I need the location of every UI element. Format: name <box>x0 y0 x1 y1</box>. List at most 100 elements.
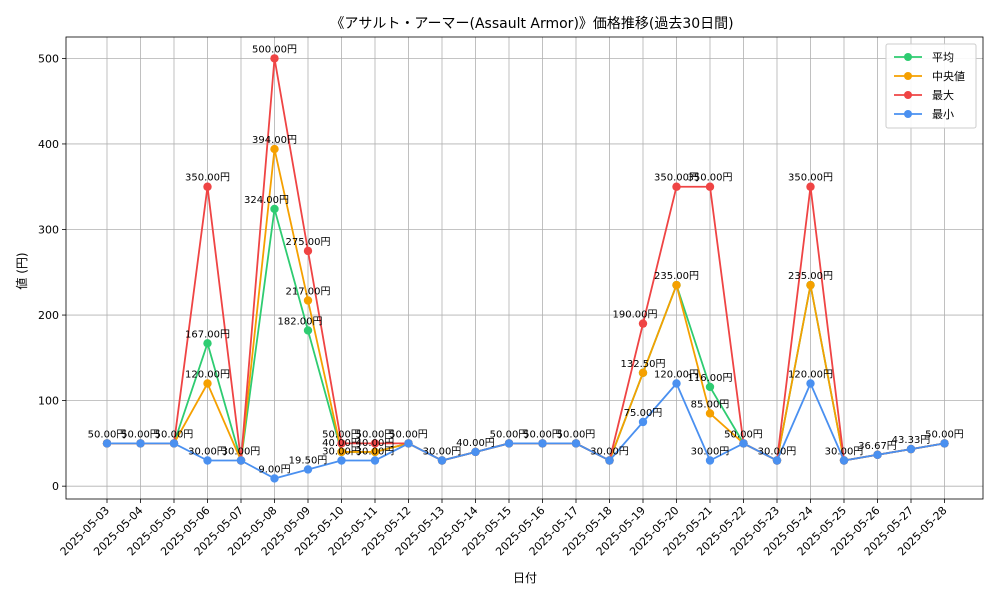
plot-frame <box>65 36 984 500</box>
point-min <box>806 379 815 388</box>
legend-label-max: 最大 <box>932 88 954 102</box>
data-label: 50.00円 <box>88 429 127 440</box>
data-label: 50.00円 <box>322 429 361 440</box>
point-median <box>672 280 681 290</box>
point-min <box>270 474 279 483</box>
point-min <box>504 439 514 448</box>
data-label: 19.50円 <box>289 455 328 466</box>
point-min <box>370 456 380 465</box>
point-min <box>404 439 413 448</box>
point-max <box>303 246 313 256</box>
data-label: 217.00円 <box>286 287 331 298</box>
point-max <box>638 319 648 328</box>
y-tick-label: 500 <box>38 52 59 65</box>
data-label: 75.00円 <box>624 408 663 419</box>
series-layer <box>102 54 949 483</box>
legend-label-min: 最小 <box>932 108 954 121</box>
point-min <box>538 439 547 448</box>
grid-layer <box>66 37 983 499</box>
point-max <box>370 439 380 448</box>
point-median <box>705 409 715 418</box>
data-label: 30.00円 <box>222 447 261 458</box>
data-label: 30.00円 <box>691 447 730 458</box>
data-label: 30.00円 <box>188 447 227 458</box>
y-tick-label: 0 <box>52 480 59 493</box>
point-max <box>270 54 279 63</box>
data-label: 43.33円 <box>892 435 931 446</box>
point-min <box>236 456 246 465</box>
data-label: 235.00円 <box>788 271 833 282</box>
point-min <box>940 439 949 448</box>
data-label: 350.00円 <box>185 173 230 184</box>
data-label: 182.00円 <box>278 316 323 327</box>
data-label: 120.00円 <box>654 370 699 381</box>
chart-title: 《アサルト・アーマー(Assault Armor)》価格推移(過去30日間) <box>330 16 733 32</box>
legend-item-average: 平均 <box>894 51 954 64</box>
data-label: 190.00円 <box>613 310 658 321</box>
point-min <box>571 439 581 448</box>
data-label: 350.00円 <box>688 173 733 184</box>
point-max <box>203 182 212 191</box>
data-label: 500.00円 <box>252 44 297 55</box>
point-min <box>337 456 346 465</box>
point-min <box>705 456 715 465</box>
point-min <box>303 465 313 474</box>
y-tick-label: 400 <box>38 138 59 151</box>
point-median <box>270 144 279 154</box>
series-line-max <box>107 57 945 462</box>
point-min <box>471 447 480 457</box>
data-label: 235.00円 <box>654 271 699 282</box>
data-labels-layer: 50.00円50.00円50.00円350.00円167.00円120.00円3… <box>88 44 964 475</box>
point-median <box>638 368 648 378</box>
legend-marker-min <box>904 110 912 118</box>
data-label: 275.00円 <box>286 237 331 248</box>
data-label: 324.00円 <box>244 195 289 206</box>
data-label: 30.00円 <box>356 447 395 458</box>
legend-label-average: 平均 <box>932 51 954 64</box>
point-median <box>337 447 346 457</box>
data-label: 50.00円 <box>490 429 529 440</box>
data-label: 350.00円 <box>788 173 833 184</box>
point-min <box>203 456 212 465</box>
point-average <box>203 339 212 348</box>
legend-item-max: 最大 <box>894 88 954 102</box>
point-min <box>638 417 648 427</box>
x-axis-label: 日付 <box>513 571 537 585</box>
data-label: 30.00円 <box>322 447 361 458</box>
legend-item-min: 最小 <box>894 108 954 121</box>
legend-label-median: 中央値 <box>932 70 965 83</box>
point-max <box>806 182 815 191</box>
data-label: 85.00円 <box>691 399 730 410</box>
data-label: 50.00円 <box>557 429 596 440</box>
point-average <box>303 326 313 335</box>
data-label: 120.00円 <box>185 370 230 381</box>
y-axis-label: 値 (円) <box>14 252 29 289</box>
data-label: 50.00円 <box>356 429 395 440</box>
ticks-layer: 2025-05-032025-05-042025-05-052025-05-06… <box>38 52 950 558</box>
point-min <box>906 444 916 454</box>
point-min <box>169 439 179 448</box>
y-tick-label: 200 <box>38 309 59 322</box>
point-median <box>806 280 815 290</box>
point-median <box>303 296 313 305</box>
legend-marker-average <box>904 53 912 61</box>
y-tick-label: 100 <box>38 395 59 408</box>
point-average <box>705 382 715 392</box>
data-label: 30.00円 <box>758 447 797 458</box>
data-label: 40.00円 <box>456 438 495 449</box>
data-label: 40.00円 <box>322 438 361 449</box>
data-label: 30.00円 <box>590 447 629 458</box>
data-label: 50.00円 <box>724 429 763 440</box>
point-max <box>672 182 681 191</box>
data-label: 50.00円 <box>121 429 160 440</box>
data-label: 394.00円 <box>252 135 297 146</box>
point-max <box>337 439 346 448</box>
data-label: 132.50円 <box>621 359 666 370</box>
point-min <box>772 456 782 465</box>
data-label: 40.00円 <box>356 438 395 449</box>
point-median <box>203 379 212 388</box>
data-label: 350.00円 <box>654 173 699 184</box>
point-min <box>839 456 849 465</box>
